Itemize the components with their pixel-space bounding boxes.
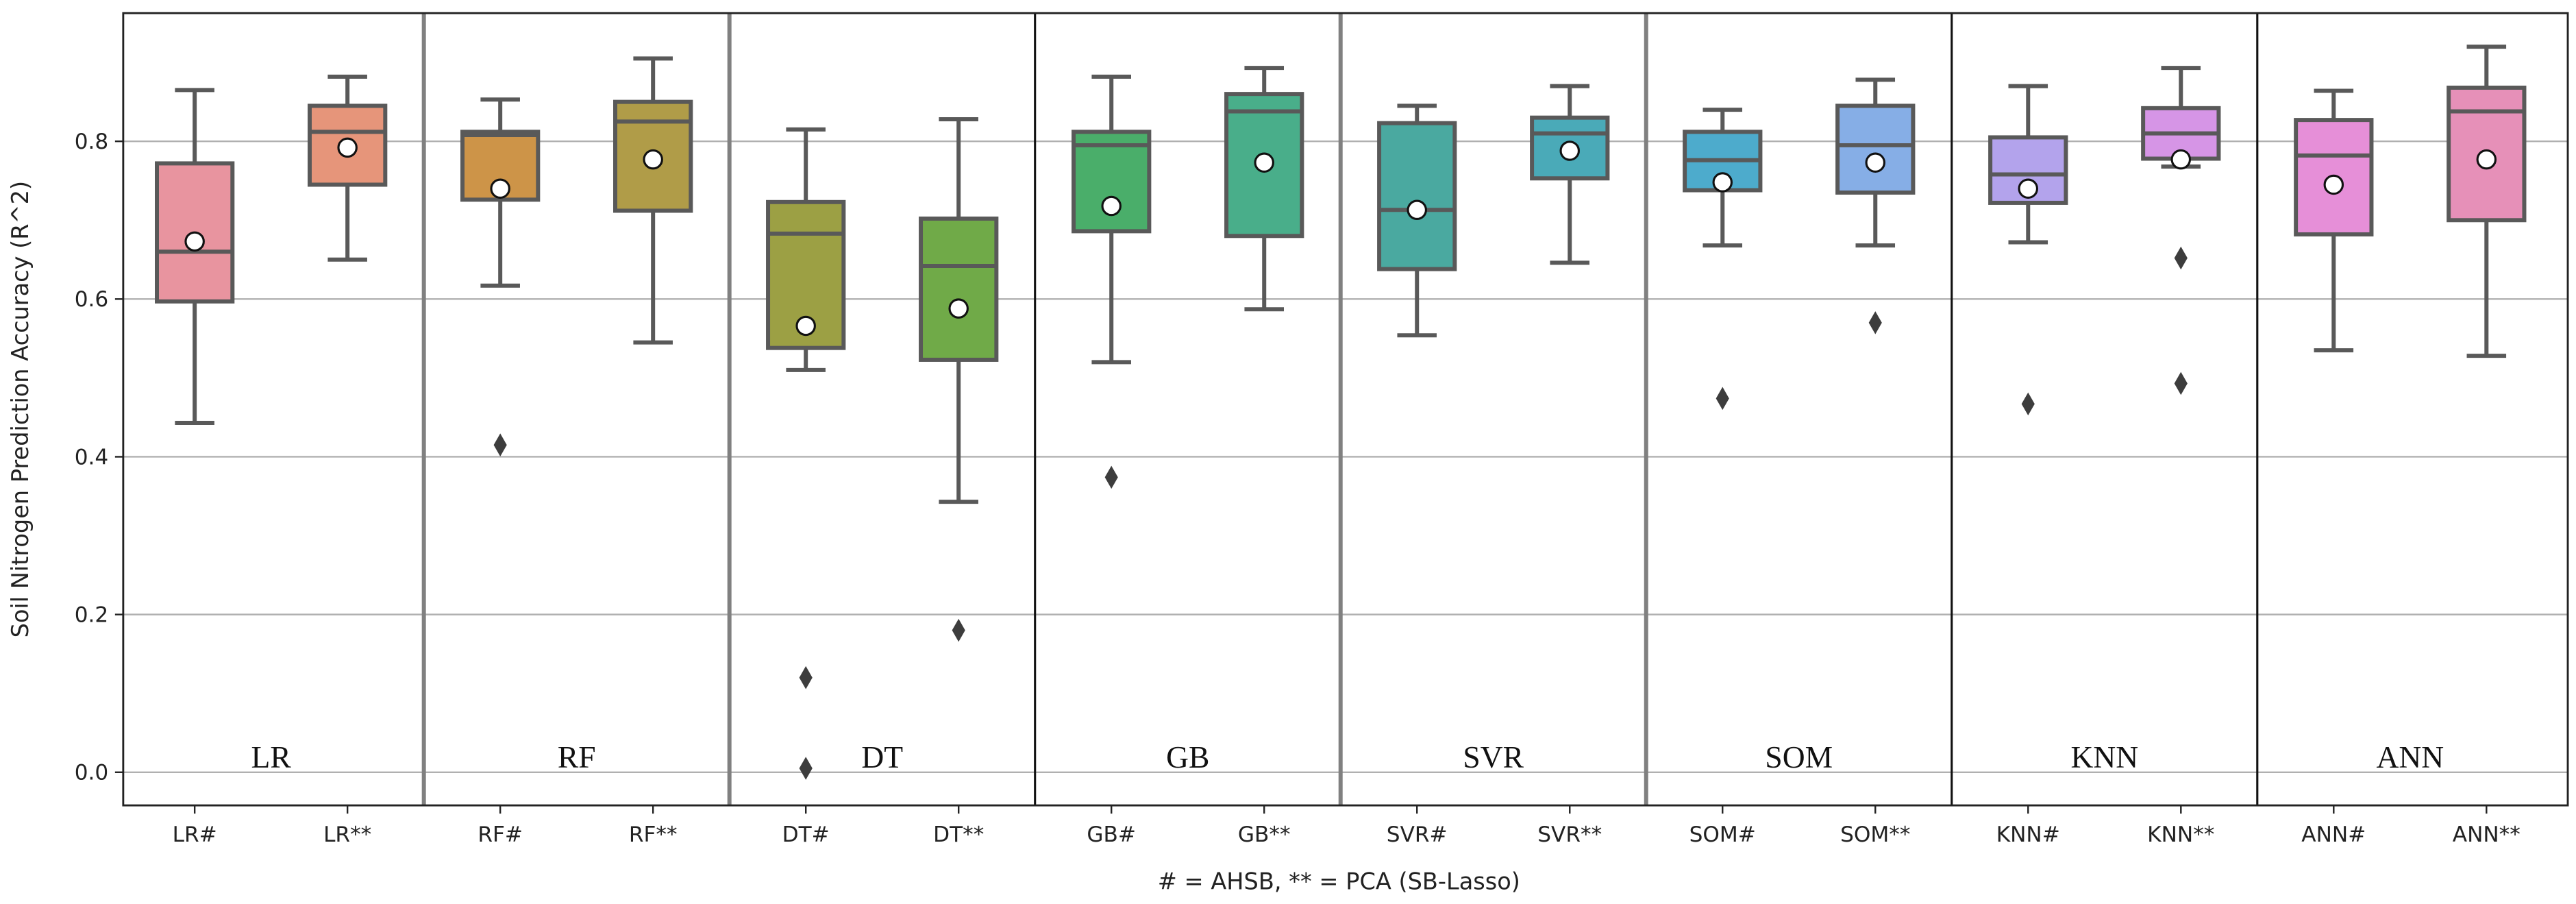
outlier-point	[2174, 371, 2188, 395]
mean-marker	[1254, 152, 1274, 173]
mean-marker	[795, 315, 816, 337]
y-axis-ticks: 0.0 0.2 0.4 0.6 0.8	[75, 130, 123, 785]
group-label: GB	[1166, 740, 1209, 774]
x-tick-label: ANN**	[2453, 822, 2521, 847]
grid-lines	[123, 140, 2568, 773]
y-tick-label: 0.6	[75, 287, 109, 312]
boxes	[155, 45, 2527, 780]
x-tick-label: RF#	[478, 822, 523, 847]
y-axis-label: Soil Nitrogen Prediction Accuracy (R^2)	[7, 181, 34, 638]
box-iqr	[1377, 121, 1457, 271]
box-ann-hash	[2294, 88, 2374, 353]
outlier-point	[799, 757, 813, 780]
mean-marker	[2018, 178, 2039, 199]
x-tick-label: GB#	[1087, 822, 1136, 847]
y-tick-label: 0.4	[75, 445, 109, 469]
x-tick-label: SVR#	[1387, 822, 1448, 847]
x-tick-label: LR**	[323, 822, 371, 847]
x-tick-label: DT#	[782, 822, 830, 847]
mean-marker	[2323, 174, 2344, 195]
mean-marker	[948, 298, 969, 319]
x-tick-label: GB**	[1238, 822, 1291, 847]
x-tick-label: KNN#	[1996, 822, 2060, 847]
mean-marker	[1559, 141, 1580, 161]
group-label: SOM	[1765, 740, 1833, 774]
x-tick-label: SOM#	[1689, 822, 1756, 847]
group-separators	[421, 13, 2259, 806]
mean-marker	[184, 231, 205, 252]
box-dt-star-star	[919, 117, 999, 642]
box-lr-star-star	[308, 74, 388, 262]
mean-marker	[337, 137, 358, 158]
group-label: RF	[558, 740, 596, 774]
y-tick-label: 0.0	[75, 761, 109, 785]
outlier-point	[2021, 392, 2035, 416]
box-iqr	[308, 103, 388, 187]
box-svr-star-star	[1530, 84, 1610, 265]
box-svr-hash	[1377, 103, 1457, 338]
mean-marker	[1407, 199, 1427, 221]
outlier-point	[493, 433, 507, 457]
x-tick-label: SVR**	[1537, 822, 1602, 847]
x-tick-label: DT**	[933, 822, 984, 847]
box-knn-star-star	[2141, 66, 2221, 395]
y-tick-label: 0.8	[75, 130, 109, 154]
mean-marker	[2476, 149, 2497, 170]
box-rf-hash	[460, 97, 541, 457]
box-gb-star-star	[1224, 66, 1304, 312]
x-tick-label: RF**	[629, 822, 678, 847]
group-label: KNN	[2070, 740, 2138, 774]
box-gb-hash	[1072, 74, 1152, 489]
box-lr-hash	[155, 88, 235, 425]
plot-frame	[122, 12, 2569, 807]
group-labels: LR RF DT GB SVR SOM KNN ANN	[251, 740, 2444, 774]
mean-marker	[490, 178, 510, 199]
outlier-point	[1104, 465, 1118, 489]
group-label: ANN	[2376, 740, 2444, 774]
group-label: SVR	[1463, 740, 1524, 774]
x-tick-label: ANN#	[2301, 822, 2366, 847]
mean-marker	[1865, 152, 1886, 173]
outlier-point	[2174, 246, 2188, 270]
x-axis-label: # = AHSB, ** = PCA (SB-Lasso)	[1158, 868, 1520, 894]
group-label: LR	[251, 740, 292, 774]
outlier-point	[1716, 387, 1729, 411]
box-iqr	[919, 216, 999, 362]
group-label: DT	[861, 740, 903, 774]
box-som-star-star	[1835, 77, 1916, 334]
mean-marker	[1712, 172, 1733, 193]
outlier-point	[799, 665, 813, 689]
outlier-point	[952, 618, 965, 642]
box-ann-star-star	[2447, 45, 2527, 358]
box-iqr	[460, 130, 541, 202]
y-tick-label: 0.2	[75, 602, 109, 627]
mean-marker	[2170, 149, 2192, 170]
x-tick-label: SOM**	[1840, 822, 1910, 847]
mean-marker	[643, 149, 663, 170]
x-tick-label: KNN**	[2147, 822, 2214, 847]
box-iqr	[1835, 103, 1916, 195]
x-axis-ticks: LR# LR** RF# RF** DT# DT** GB# GB** SVR# SVR** SOM…	[173, 805, 2521, 847]
box-dt-hash	[766, 127, 846, 780]
box-rf-star-star	[613, 56, 693, 345]
box-knn-hash	[1988, 84, 2068, 416]
mean-marker	[1101, 195, 1122, 217]
x-tick-label: LR#	[173, 822, 217, 847]
box-som-hash	[1683, 108, 1763, 411]
outlier-point	[1868, 311, 1882, 334]
